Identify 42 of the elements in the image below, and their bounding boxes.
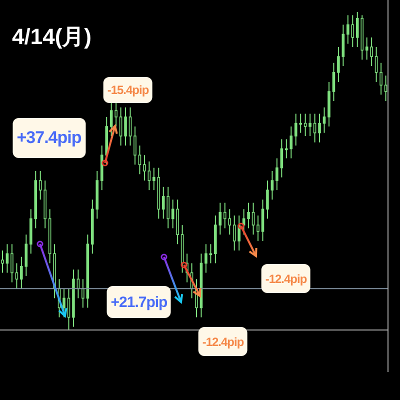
candlestick bbox=[380, 62, 382, 96]
candlestick bbox=[318, 113, 321, 143]
candlestick bbox=[247, 202, 250, 229]
candlestick bbox=[24, 234, 28, 276]
candlestick bbox=[124, 106, 127, 146]
candlestick bbox=[342, 24, 345, 67]
candlestick bbox=[276, 158, 278, 191]
candlestick bbox=[15, 262, 18, 290]
candlestick bbox=[10, 244, 14, 283]
candlestick bbox=[308, 113, 312, 137]
candlestick bbox=[82, 278, 84, 308]
note-box: -12.4pip bbox=[198, 327, 248, 356]
candlestick bbox=[110, 100, 113, 137]
note-box: -15.4pip bbox=[103, 77, 153, 103]
text: 4/14(月) bbox=[12, 23, 92, 51]
candlestick bbox=[266, 180, 269, 220]
candlestick bbox=[204, 244, 208, 274]
candlestick bbox=[138, 145, 142, 175]
candlestick bbox=[337, 46, 340, 82]
candlestick bbox=[365, 36, 368, 60]
note-box: +21.7pip bbox=[106, 286, 172, 318]
candlestick bbox=[270, 170, 274, 200]
candlestick bbox=[20, 256, 23, 290]
candlestick bbox=[332, 62, 336, 102]
candlestick bbox=[119, 106, 122, 146]
candlestick bbox=[256, 215, 260, 242]
note-box: -12.4pip bbox=[261, 264, 311, 293]
candlestick bbox=[148, 160, 151, 191]
candlestick bbox=[128, 106, 132, 146]
candlestick bbox=[62, 288, 66, 318]
candlestick bbox=[134, 126, 136, 166]
note-box: +37.4pip bbox=[12, 118, 86, 158]
candlestick bbox=[114, 100, 118, 127]
candlestick bbox=[384, 75, 388, 102]
candlestick bbox=[143, 154, 146, 182]
candlestick bbox=[370, 36, 373, 67]
candlestick bbox=[322, 106, 326, 134]
candlestick bbox=[374, 46, 378, 82]
candlestick bbox=[218, 202, 222, 236]
candlestick bbox=[252, 202, 255, 236]
candlestick bbox=[304, 113, 307, 137]
candlestick bbox=[261, 199, 264, 242]
